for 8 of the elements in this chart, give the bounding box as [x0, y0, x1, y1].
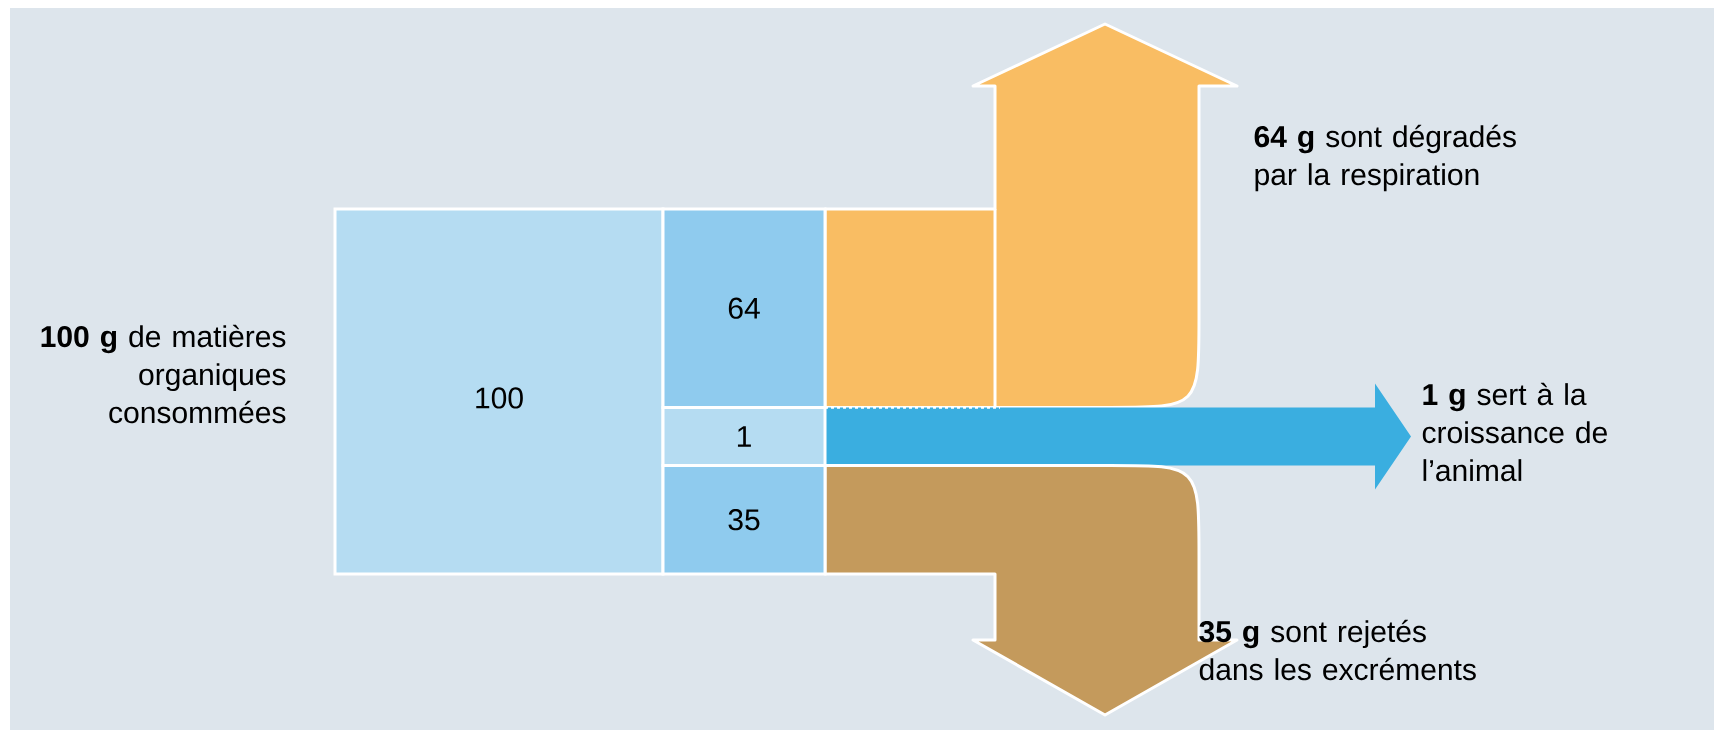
category-label: 35 g sont rejetés dans les excréments [1199, 619, 1476, 681]
data-label: 35 [728, 509, 760, 531]
text: 100 g de matières organiques consommées [41, 324, 286, 424]
category-label: 64 g sont dégradés par la respiration [1254, 124, 1516, 192]
data-label: 1 [737, 426, 751, 447]
text: 100 [476, 387, 523, 409]
category-label: 1 g sert à la croissance de l’animal [1422, 382, 1607, 482]
data-label: 64 [728, 297, 760, 319]
